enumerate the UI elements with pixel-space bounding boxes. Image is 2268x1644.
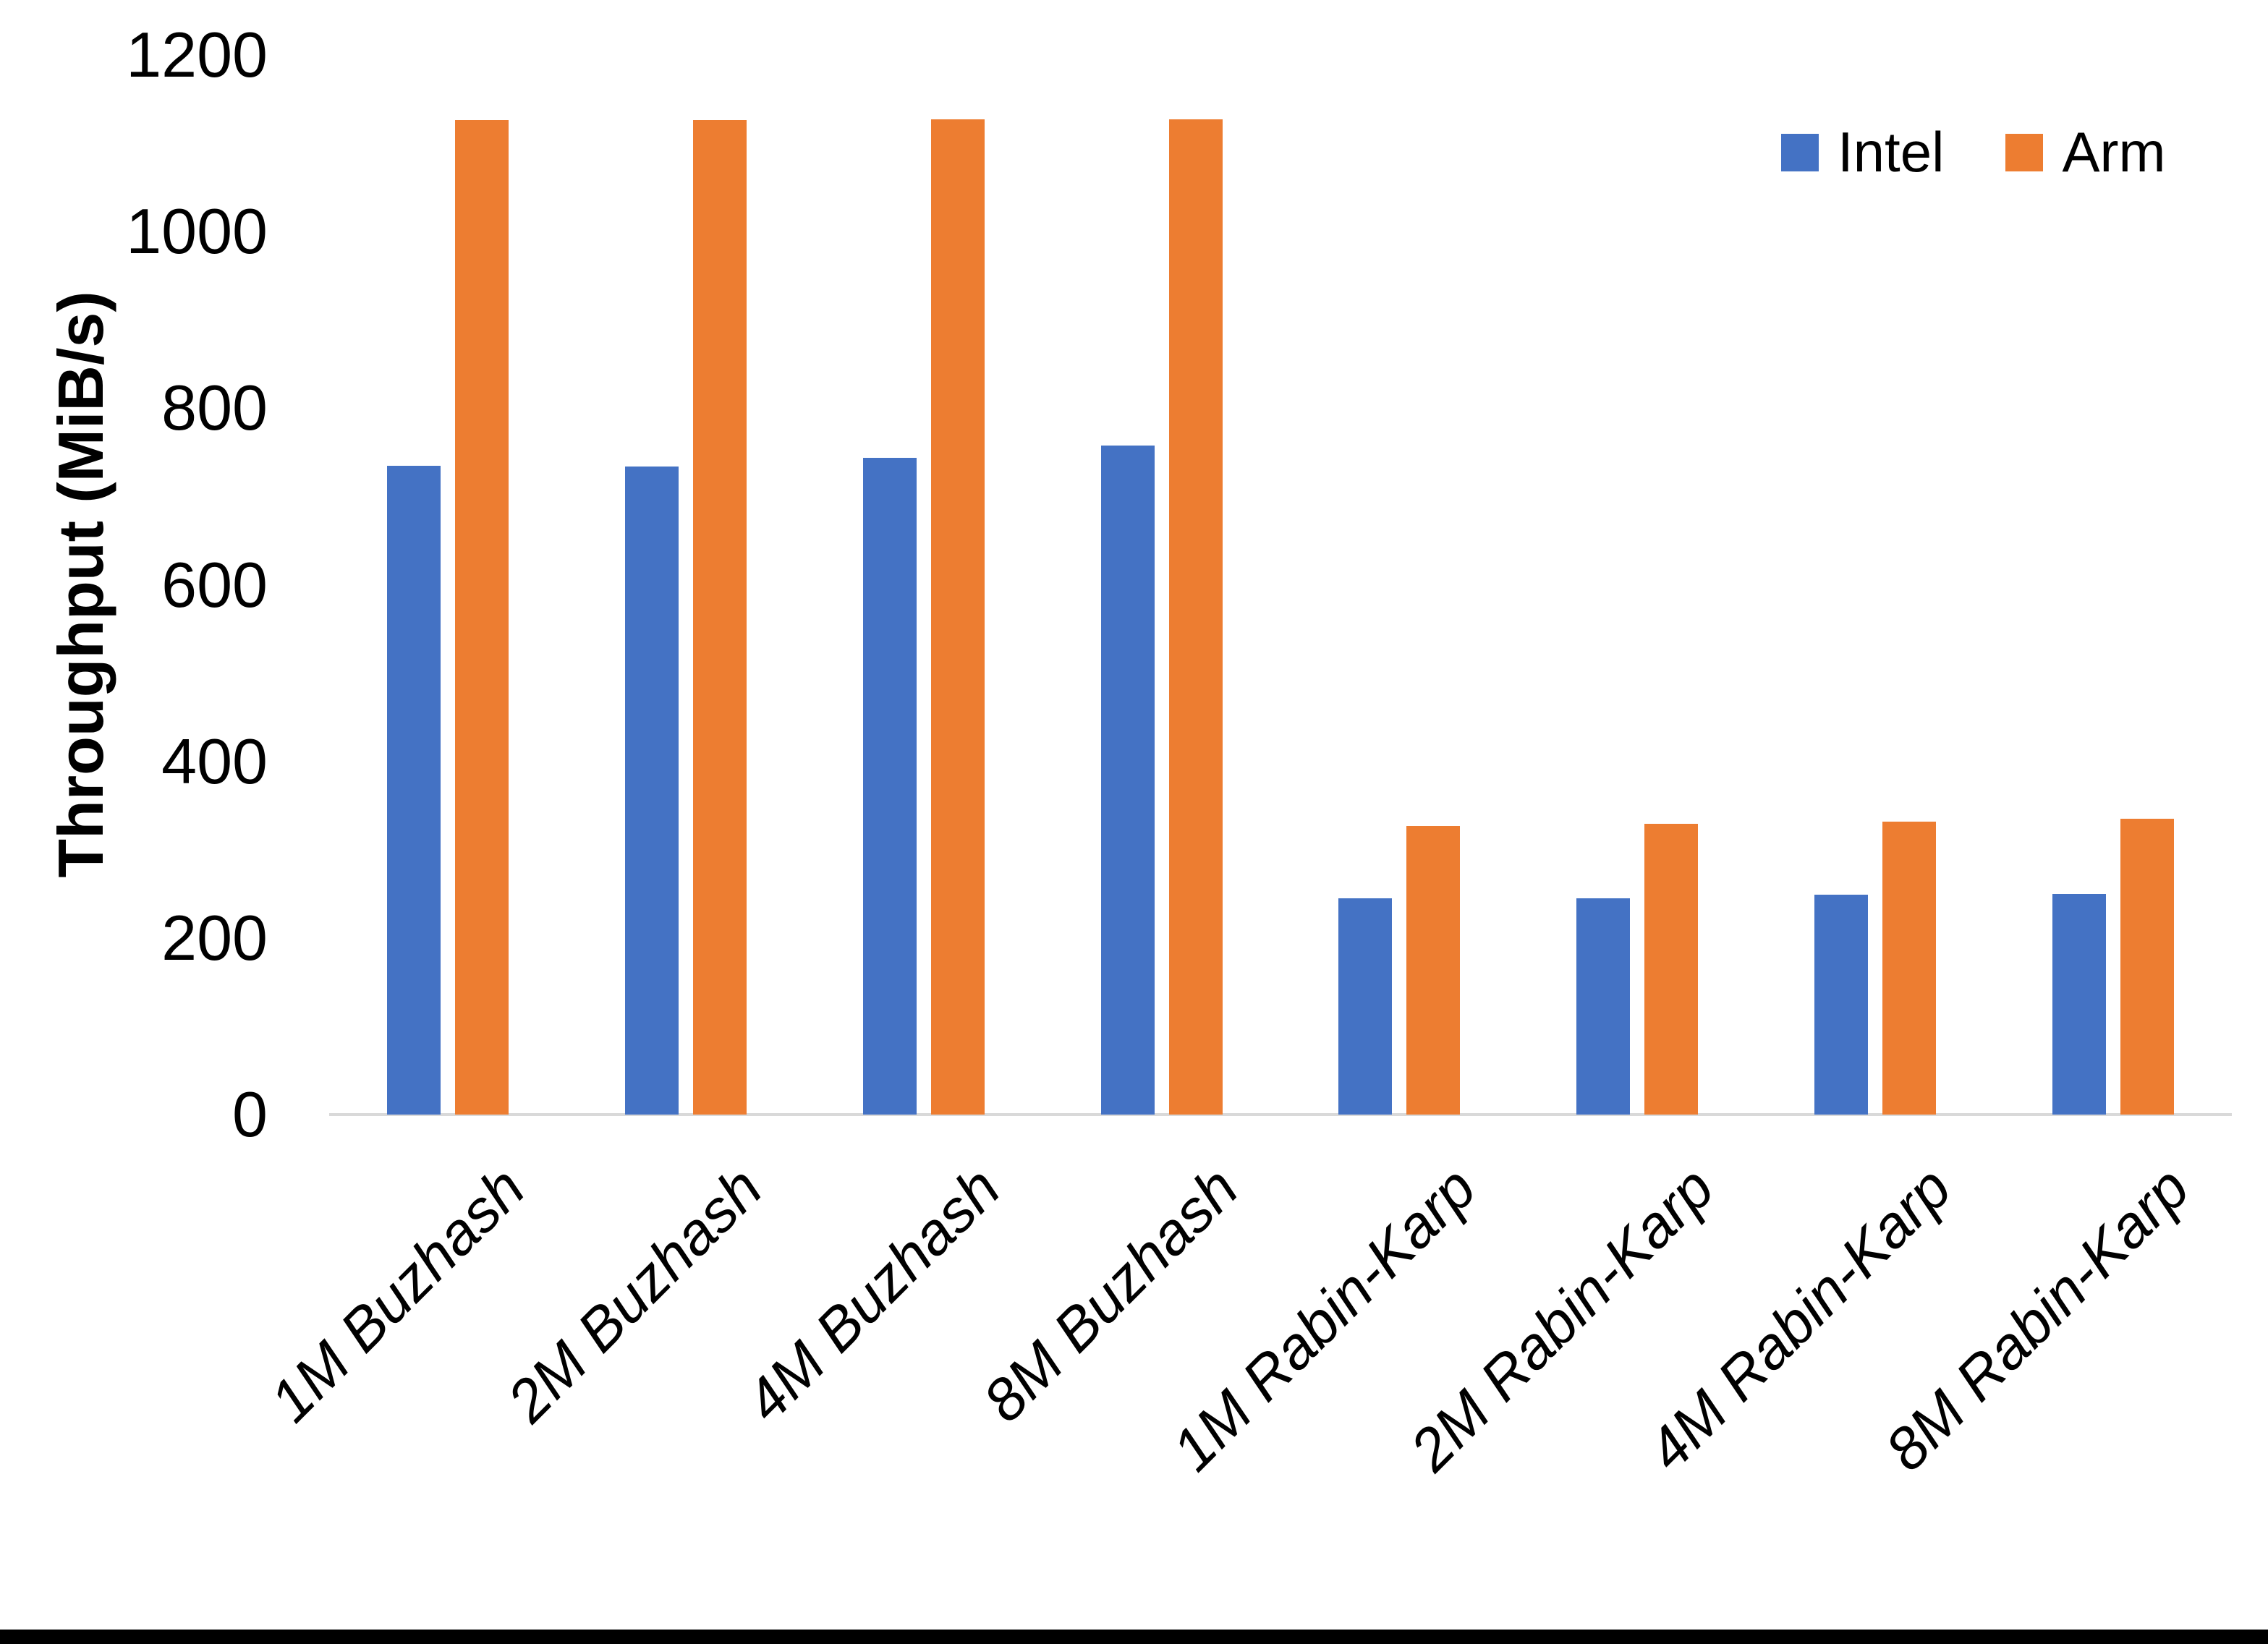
bar-arm-1m-rabin-karp	[1406, 825, 1461, 1115]
bar-arm-8m-buzhash	[1168, 119, 1223, 1115]
bar-intel-2m-rabin-karp	[1576, 898, 1631, 1115]
bar-intel-1m-buzhash	[387, 465, 441, 1115]
bar-intel-8m-rabin-karp	[2052, 893, 2106, 1115]
bar-arm-2m-rabin-karp	[1644, 824, 1699, 1115]
y-tick-label-400: 400	[161, 725, 268, 797]
bar-arm-8m-rabin-karp	[2120, 819, 2174, 1115]
bar-arm-4m-buzhash	[930, 119, 985, 1115]
x-label-1m-buzhash: 1M Buzhash	[257, 1154, 538, 1435]
legend-label-arm: Arm	[2062, 120, 2166, 184]
bar-intel-4m-buzhash	[862, 457, 917, 1115]
y-tick-label-1000: 1000	[126, 195, 268, 268]
bar-intel-1m-rabin-karp	[1338, 898, 1393, 1115]
y-tick-label-800: 800	[161, 372, 268, 444]
arm-color-swatch-icon	[2005, 133, 2044, 171]
bar-arm-1m-buzhash	[455, 120, 509, 1115]
x-label-4m-buzhash: 4M Buzhash	[733, 1154, 1013, 1435]
bar-arm-4m-rabin-karp	[1882, 821, 1936, 1115]
legend-item-arm: Arm	[2005, 119, 2165, 185]
chart-legend: Intel Arm	[1781, 119, 2165, 185]
slide-bottom-border	[0, 1630, 2268, 1644]
y-tick-label-200: 200	[161, 901, 268, 974]
y-tick-label-0: 0	[232, 1078, 268, 1150]
bar-intel-8m-buzhash	[1100, 445, 1155, 1115]
y-tick-label-1200: 1200	[126, 19, 268, 90]
legend-item-intel: Intel	[1781, 119, 1944, 185]
intel-color-swatch-icon	[1781, 133, 1819, 171]
y-tick-label-600: 600	[161, 548, 268, 621]
legend-label-intel: Intel	[1838, 120, 1945, 184]
bar-arm-2m-buzhash	[693, 120, 747, 1115]
x-axis-line	[329, 1113, 2232, 1116]
bar-intel-4m-rabin-karp	[1814, 895, 1868, 1115]
x-label-2m-buzhash: 2M Buzhash	[495, 1154, 776, 1435]
bar-intel-2m-buzhash	[625, 466, 679, 1115]
